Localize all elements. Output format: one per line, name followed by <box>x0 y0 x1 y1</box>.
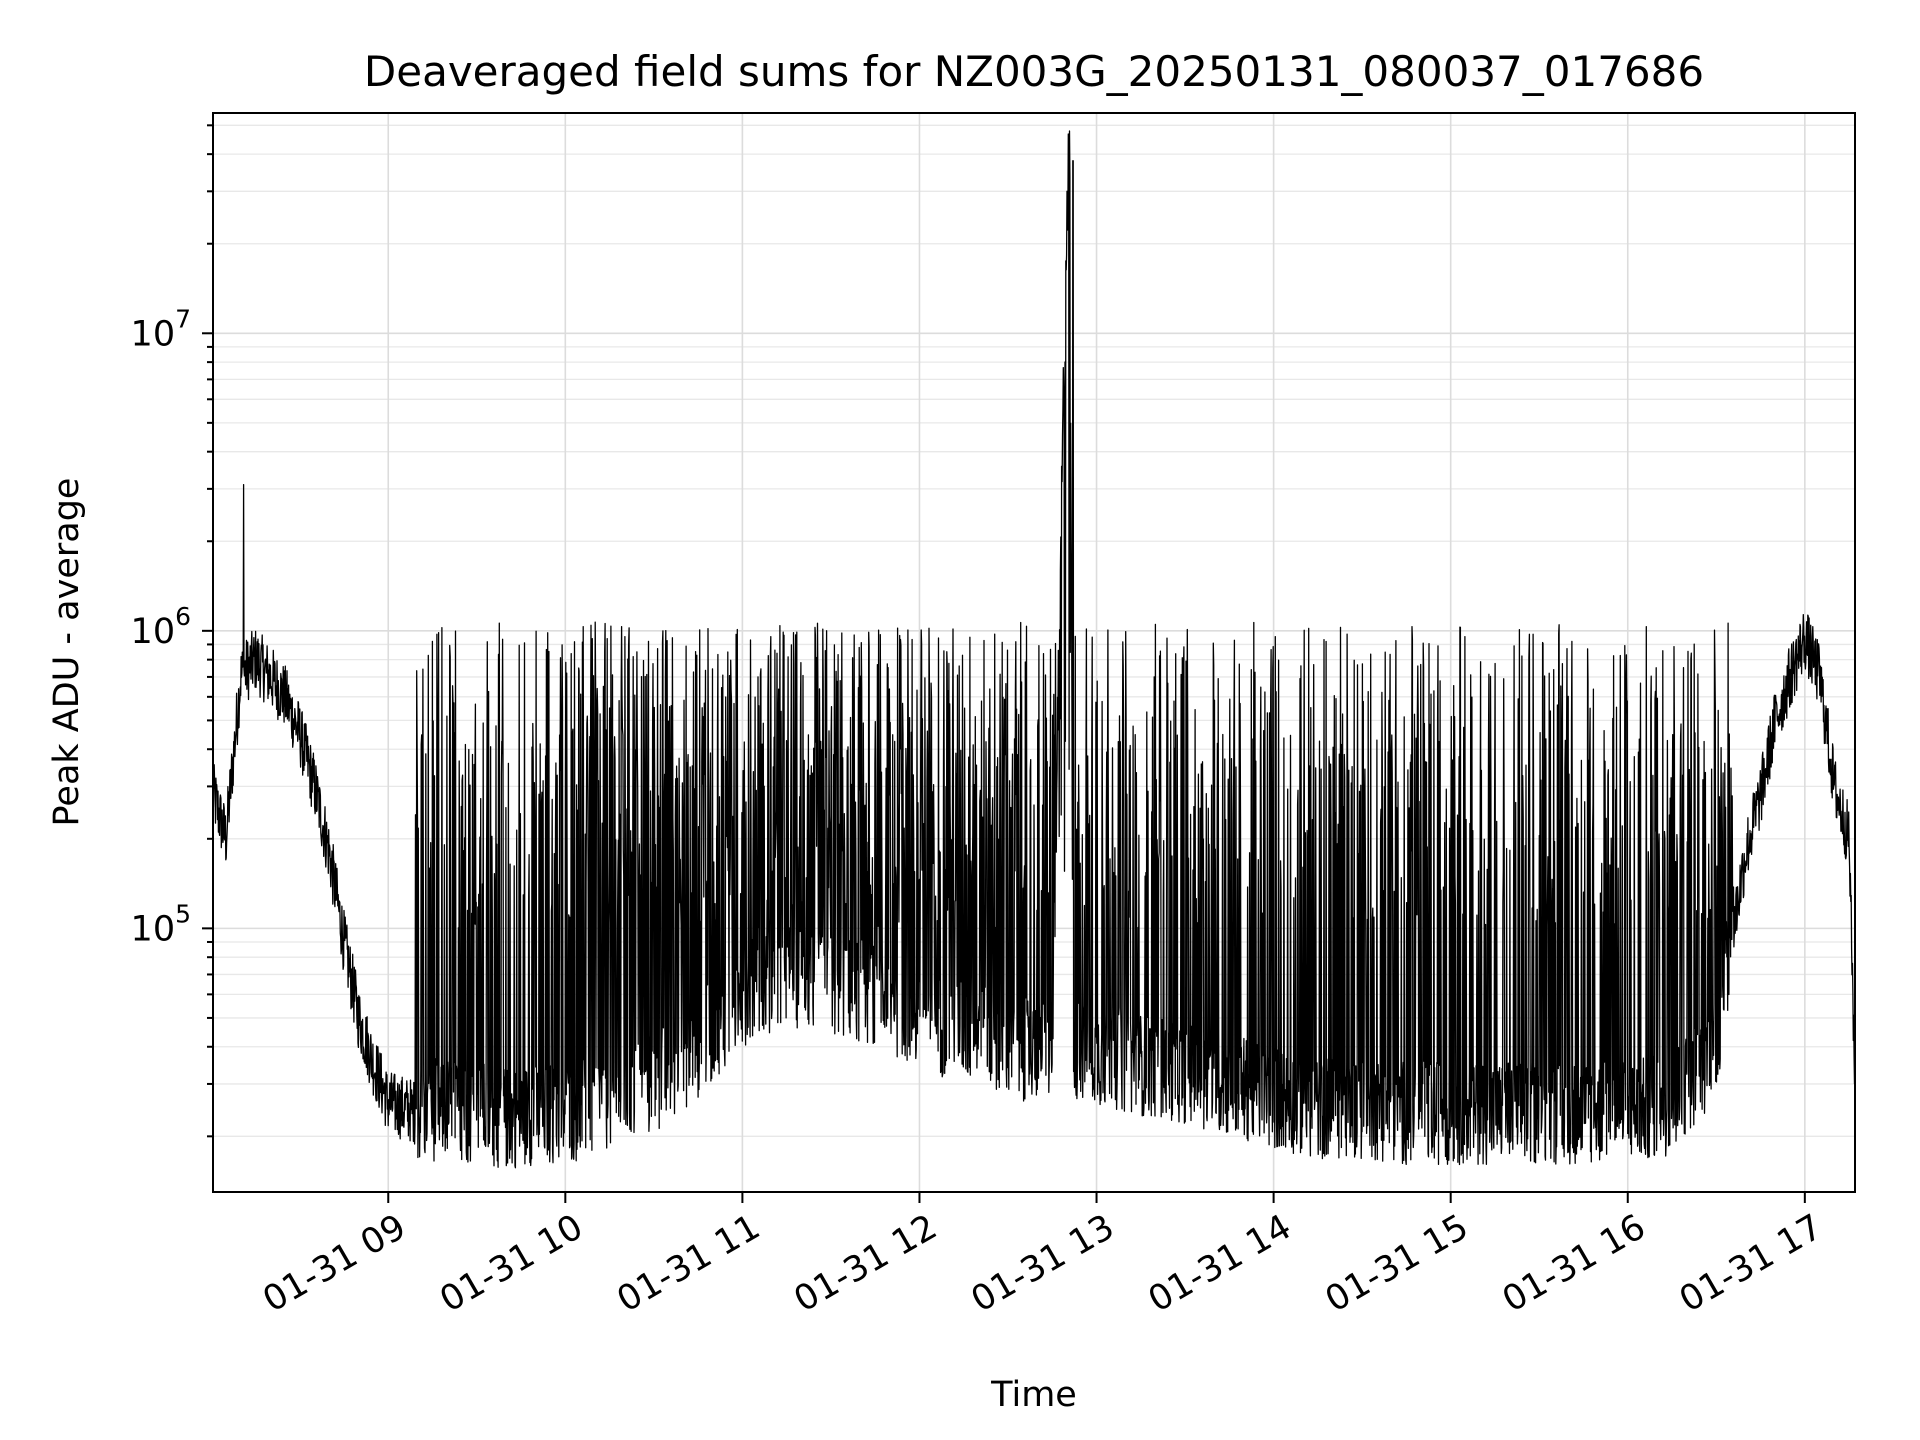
x-tick-label: 01-31 11 <box>611 1207 767 1320</box>
x-tick-label: 01-31 10 <box>434 1207 590 1320</box>
x-tick-label: 01-31 14 <box>1142 1207 1298 1320</box>
x-axis: 01-31 09 01-31 10 01-31 11 01-31 12 01-31 13… <box>256 1192 1829 1320</box>
x-tick-label: 01-31 15 <box>1319 1207 1475 1320</box>
plot-frame <box>212 112 1856 1193</box>
chart-title: Deaveraged field sums for NZ003G_2025013… <box>364 47 1704 96</box>
y-axis: 105 106 107 <box>131 124 213 1138</box>
x-axis-label: Time <box>990 1375 1077 1415</box>
x-tick-label: 01-31 12 <box>788 1207 944 1320</box>
x-tick-label: 01-31 16 <box>1496 1207 1652 1320</box>
x-tick-label: 01-31 09 <box>256 1207 412 1320</box>
x-tick-label: 01-31 17 <box>1673 1207 1829 1320</box>
y-axis-label: Peak ADU - average <box>47 478 87 827</box>
x-tick-label: 01-31 13 <box>965 1207 1121 1320</box>
y-tick-label: 107 <box>131 304 191 354</box>
y-tick-label: 106 <box>131 602 191 652</box>
y-tick-label: 105 <box>131 899 191 949</box>
series-line <box>212 130 1856 1169</box>
